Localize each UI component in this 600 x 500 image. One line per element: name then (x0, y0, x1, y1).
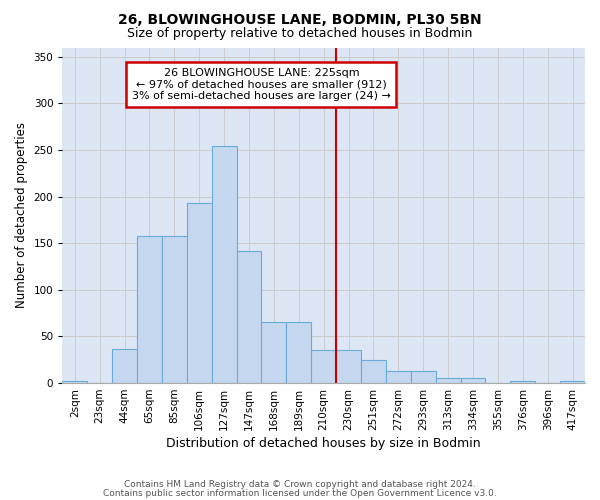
Text: Size of property relative to detached houses in Bodmin: Size of property relative to detached ho… (127, 28, 473, 40)
Bar (461, 378, 485, 383)
Bar (286, 322, 311, 383)
Bar (262, 322, 286, 383)
Bar (511, 381, 535, 383)
Text: 26 BLOWINGHOUSE LANE: 225sqm
← 97% of detached houses are smaller (912)
3% of se: 26 BLOWINGHOUSE LANE: 225sqm ← 97% of de… (132, 68, 391, 101)
Bar (311, 350, 336, 383)
Bar (137, 236, 162, 383)
Bar (336, 350, 361, 383)
Bar (386, 371, 411, 383)
Text: Contains public sector information licensed under the Open Government Licence v3: Contains public sector information licen… (103, 488, 497, 498)
Bar (236, 250, 262, 383)
Text: Contains HM Land Registry data © Crown copyright and database right 2024.: Contains HM Land Registry data © Crown c… (124, 480, 476, 489)
Y-axis label: Number of detached properties: Number of detached properties (15, 122, 28, 308)
Bar (436, 378, 461, 383)
Bar (187, 203, 212, 383)
X-axis label: Distribution of detached houses by size in Bodmin: Distribution of detached houses by size … (166, 437, 481, 450)
Bar (411, 371, 436, 383)
Bar (162, 236, 187, 383)
Bar (212, 146, 236, 383)
Text: 26, BLOWINGHOUSE LANE, BODMIN, PL30 5BN: 26, BLOWINGHOUSE LANE, BODMIN, PL30 5BN (118, 12, 482, 26)
Bar (361, 360, 386, 383)
Bar (112, 348, 137, 383)
Bar (62, 381, 87, 383)
Bar (560, 381, 585, 383)
